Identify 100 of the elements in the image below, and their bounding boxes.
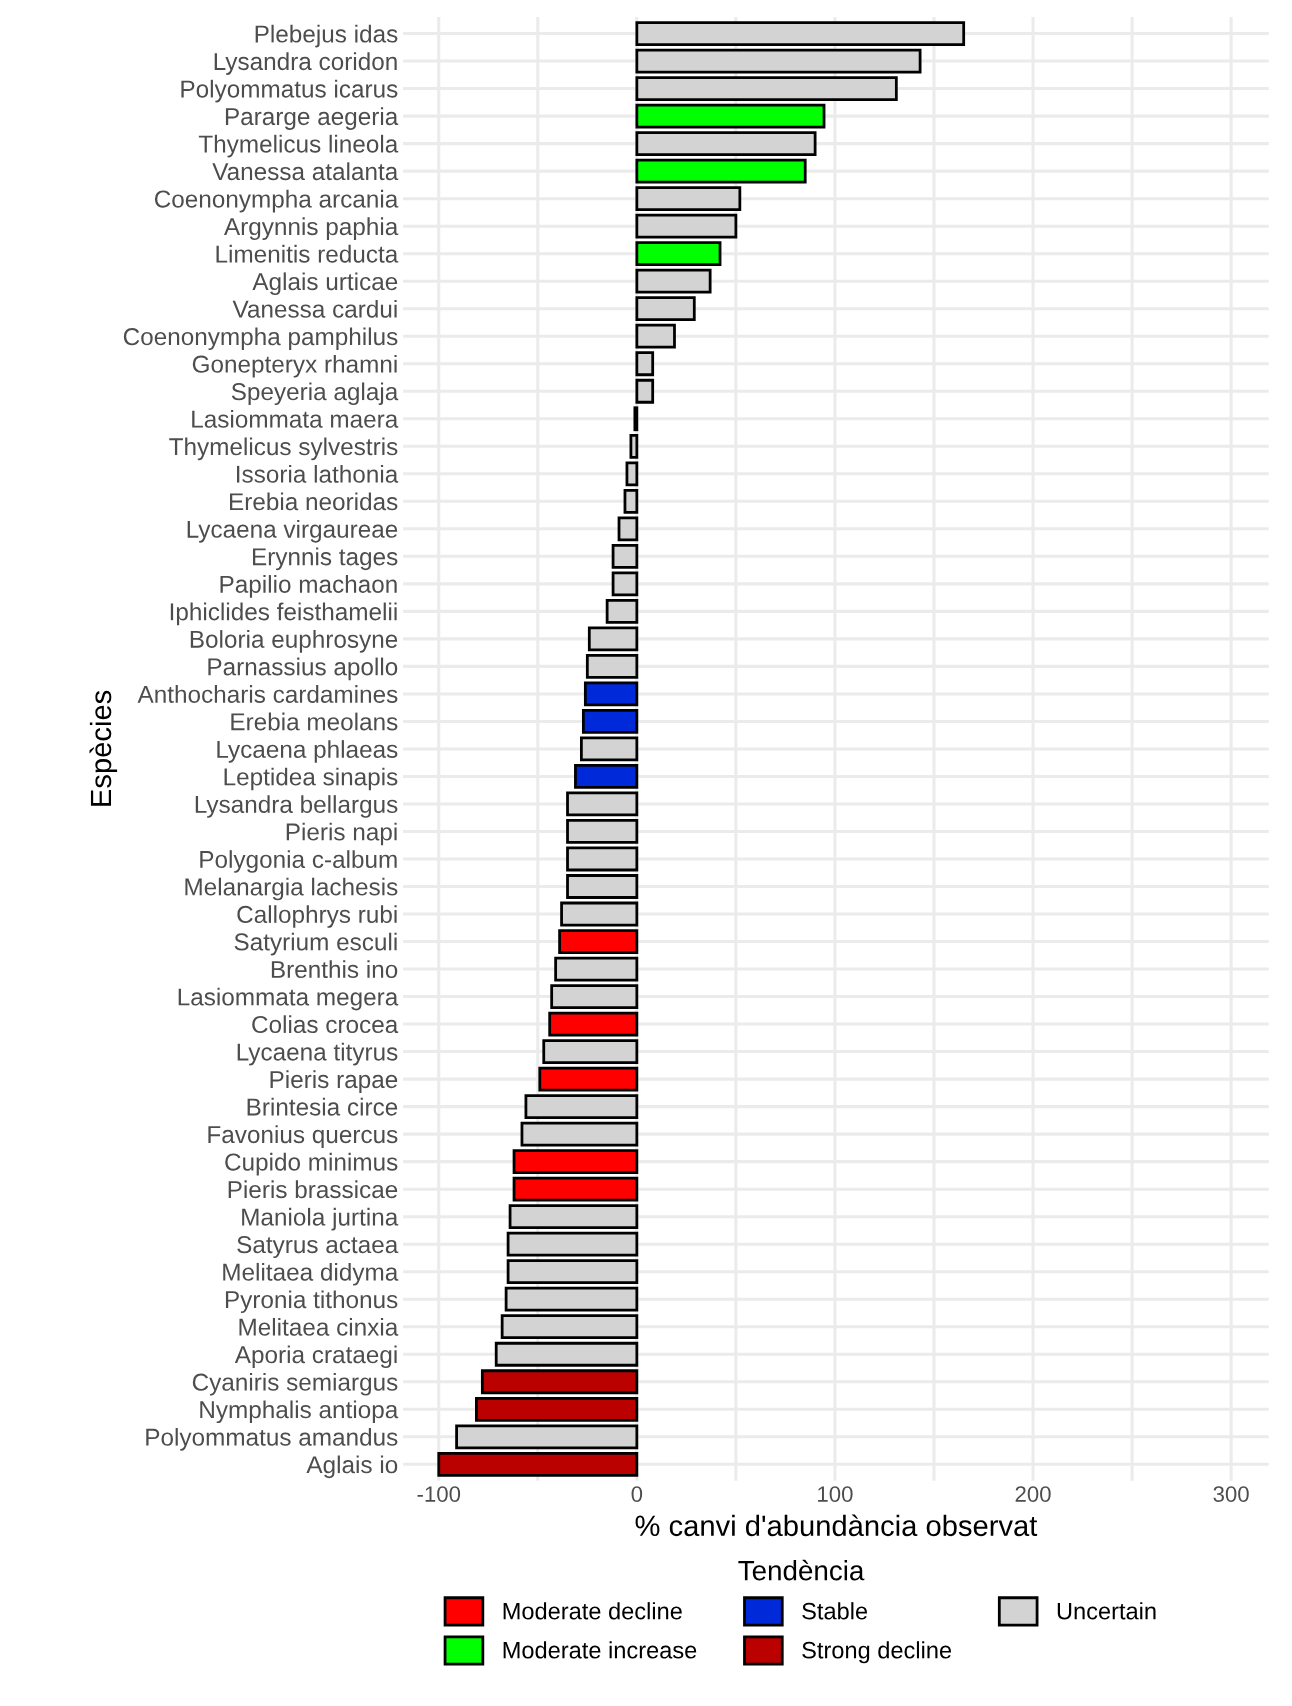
bar xyxy=(560,901,639,927)
x-tick-label: 300 xyxy=(1213,1486,1249,1502)
legend-label: Moderate increase xyxy=(503,1641,697,1659)
y-tick-label: Brintesia circe xyxy=(247,1097,398,1116)
y-tick-label: Melitaea cinxia xyxy=(239,1317,399,1336)
y-tick-label: Gonepteryx rhamni xyxy=(192,354,397,378)
x-tick-label: 100 xyxy=(818,1486,853,1502)
y-tick-label: Erebia neoridas xyxy=(230,492,398,511)
bar xyxy=(585,654,639,679)
y-tick-label: Coenonympha pamphilus xyxy=(123,327,398,351)
x-tick-label: -100 xyxy=(417,1486,461,1502)
bar xyxy=(581,709,639,734)
y-tick-label: Speyeria aglaja xyxy=(231,382,399,406)
legend-label: Stable xyxy=(802,1602,868,1620)
y-axis-title: Espècies xyxy=(89,690,118,806)
y-tick-label: Pieris napi xyxy=(286,822,397,846)
x-tick-label: 200 xyxy=(1015,1486,1051,1502)
y-tick-label: Lycaena tityrus xyxy=(237,1042,398,1066)
bar xyxy=(475,1396,639,1422)
bar xyxy=(635,76,898,101)
bar xyxy=(611,543,639,569)
bar xyxy=(512,1176,639,1202)
y-tick-label: Polyommatus icarus xyxy=(181,79,398,103)
bar xyxy=(506,1231,639,1257)
y-tick-label: Argynnis paphia xyxy=(224,217,399,241)
y-tick-label: Favonius quercus xyxy=(208,1125,398,1148)
y-tick-label: Lasiommata megera xyxy=(178,987,399,1011)
y-tick-label: Melitaea didyma xyxy=(223,1262,399,1286)
bar xyxy=(583,681,639,707)
y-tick-label: Coenonympha arcania xyxy=(154,189,399,213)
bar xyxy=(635,21,966,46)
y-tick-label: Thymelicus lineola xyxy=(198,134,399,158)
bar xyxy=(548,1011,639,1037)
y-tick-label: Pyronia tithonus xyxy=(225,1290,398,1314)
bar xyxy=(566,819,639,844)
bar xyxy=(558,929,639,954)
bar xyxy=(566,791,639,817)
bar xyxy=(587,626,639,652)
x-axis-title: % canvi d'abundància observat xyxy=(635,1514,1038,1537)
bar xyxy=(455,1424,639,1450)
y-tick-label: Maniola jurtina xyxy=(242,1207,399,1231)
y-tick-label: Polyommatus amandus xyxy=(146,1427,398,1451)
y-tick-label: Pararge aegeria xyxy=(225,107,399,130)
bar xyxy=(574,764,639,789)
bar xyxy=(566,874,639,899)
bar xyxy=(508,1204,639,1230)
bar xyxy=(506,1259,639,1285)
bar xyxy=(554,956,639,982)
legend-label: Uncertain xyxy=(1057,1602,1156,1620)
bar xyxy=(579,736,639,762)
bar xyxy=(635,296,696,322)
legend-label: Moderate decline xyxy=(503,1602,682,1620)
legend-label: Strong decline xyxy=(802,1641,952,1664)
y-tick-label: Iphiclides feisthamelii xyxy=(170,602,397,626)
y-tick-label: Pieris rapae xyxy=(270,1070,398,1093)
bar xyxy=(494,1341,639,1367)
y-tick-label: Satyrus actaea xyxy=(237,1236,399,1259)
bar xyxy=(635,103,826,129)
bar xyxy=(437,1451,639,1477)
y-tick-label: Callophrys rubi xyxy=(237,905,397,928)
legend-title: Tendència xyxy=(738,1559,865,1581)
bar xyxy=(542,1039,639,1064)
y-tick-label: Nymphalis antiopa xyxy=(200,1400,399,1424)
bar xyxy=(635,323,676,349)
y-tick-label: Plebejus idas xyxy=(255,24,398,48)
bar xyxy=(617,516,639,542)
bar xyxy=(524,1094,639,1120)
y-tick-label: Vanessa atalanta xyxy=(212,162,399,181)
bar xyxy=(566,846,639,872)
bar xyxy=(605,598,639,624)
y-tick-label: Issoria lathonia xyxy=(237,464,399,483)
bar xyxy=(504,1286,639,1312)
y-tick-label: Vanessa cardui xyxy=(232,299,397,318)
y-tick-label: Lysandra coridon xyxy=(214,52,397,75)
y-tick-label: Erynnis tages xyxy=(252,547,398,571)
bar xyxy=(635,268,712,294)
bar xyxy=(480,1369,639,1395)
bar xyxy=(625,461,639,487)
y-tick-label: Lycaena phlaeas xyxy=(217,740,398,763)
y-tick-label: Aglais io xyxy=(306,1455,398,1479)
bar xyxy=(635,213,738,239)
bar xyxy=(538,1066,639,1092)
y-tick-label: Melanargia lachesis xyxy=(185,877,398,901)
y-tick-label: Polygonia c-album xyxy=(200,850,397,873)
y-tick-label: Leptidea sinapis xyxy=(224,767,398,791)
y-tick-label: Lysandra bellargus xyxy=(195,795,398,818)
bar xyxy=(635,241,722,267)
bar xyxy=(635,158,807,184)
y-tick-label: Anthocharis cardamines xyxy=(137,685,398,703)
x-tick-label: 0 xyxy=(631,1486,643,1502)
bar xyxy=(629,433,639,459)
y-tick-label: Papilio machaon xyxy=(220,575,397,598)
y-tick-label: Cupido minimus xyxy=(225,1152,398,1176)
y-tick-label: Lasiommata maera xyxy=(192,409,399,428)
y-tick-label: Colias crocea xyxy=(252,1015,399,1034)
y-tick-label: Parnassius apollo xyxy=(208,657,398,681)
bar xyxy=(635,351,655,377)
y-tick-label: Pieris brassicae xyxy=(228,1180,398,1199)
bar xyxy=(635,48,922,74)
y-tick-label: Satyrium esculi xyxy=(234,932,397,956)
